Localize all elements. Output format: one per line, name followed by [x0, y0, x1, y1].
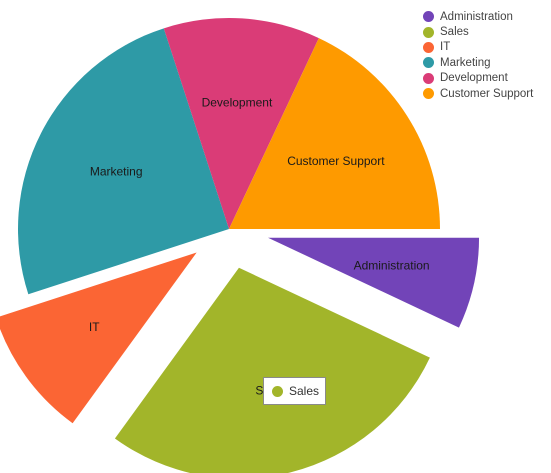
legend-swatch-icon — [423, 57, 434, 69]
legend-item-sales[interactable]: Sales — [423, 24, 533, 39]
chart-tooltip: Sales — [263, 377, 326, 405]
slice-customer-support[interactable] — [229, 38, 440, 229]
legend-label: Administration — [440, 10, 513, 23]
slice-label-customer-support: Customer Support — [287, 154, 385, 168]
slice-label-it: IT — [89, 320, 100, 334]
chart-legend: Administration Sales IT Marketing Developmen… — [423, 9, 533, 101]
legend-swatch-icon — [423, 72, 434, 84]
slice-marketing[interactable] — [18, 28, 230, 295]
legend-label: Sales — [440, 26, 469, 39]
slice-label-marketing: Marketing — [90, 165, 143, 179]
legend-item-development[interactable]: Development — [423, 71, 533, 86]
legend-swatch-icon — [423, 41, 434, 53]
legend-swatch-icon — [423, 11, 434, 23]
legend-item-marketing[interactable]: Marketing — [423, 55, 533, 70]
slice-sales[interactable] — [114, 267, 430, 473]
legend-item-customer-support[interactable]: Customer Support — [423, 86, 533, 101]
legend-item-it[interactable]: IT — [423, 40, 533, 55]
legend-swatch-icon — [423, 26, 434, 38]
slice-label-administration: Administration — [354, 258, 430, 272]
legend-label: IT — [440, 41, 451, 54]
slice-development[interactable] — [163, 18, 319, 230]
tooltip-label: Sales — [289, 384, 320, 398]
slice-administration[interactable] — [268, 237, 480, 328]
legend-label: Development — [440, 72, 508, 85]
tooltip-swatch-icon — [272, 385, 283, 397]
slice-label-development: Development — [202, 96, 273, 110]
legend-label: Customer Support — [440, 87, 534, 100]
legend-label: Marketing — [440, 56, 491, 69]
legend-item-administration[interactable]: Administration — [423, 9, 533, 24]
legend-swatch-icon — [423, 88, 434, 100]
slice-it[interactable] — [0, 252, 197, 424]
